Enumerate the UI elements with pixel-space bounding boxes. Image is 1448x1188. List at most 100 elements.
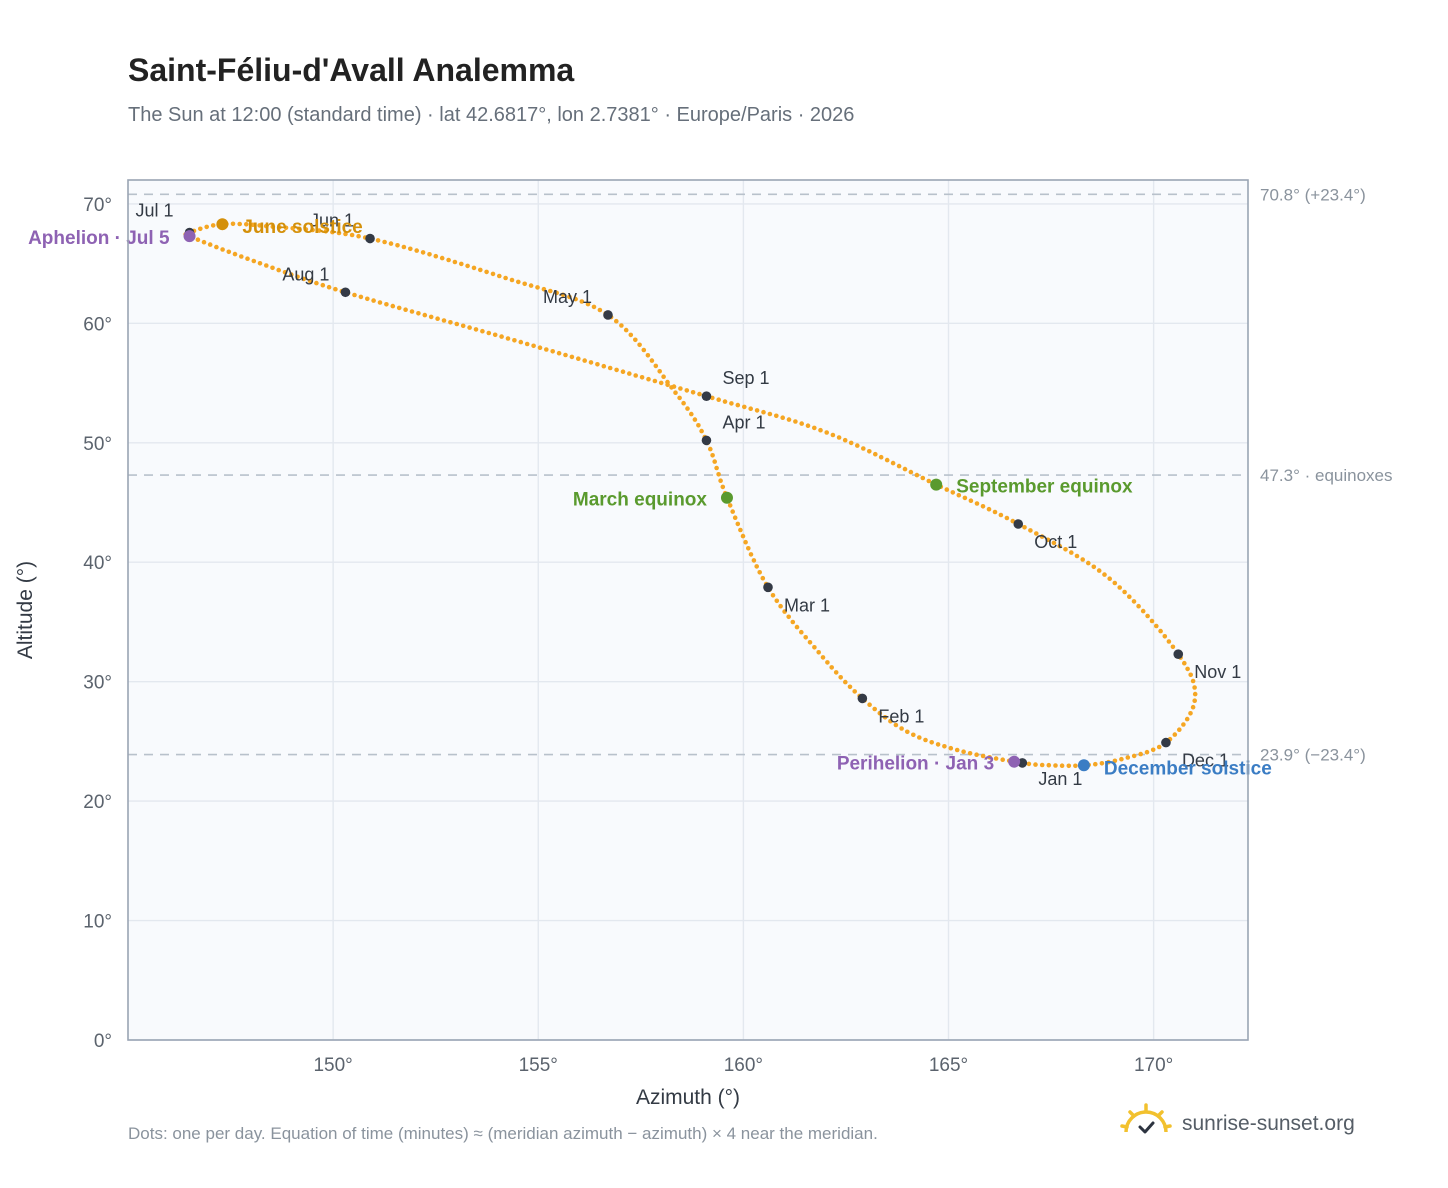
daily-sun-dot [1046, 762, 1052, 768]
daily-sun-dot [641, 347, 647, 353]
daily-sun-dot [1149, 618, 1155, 624]
daily-sun-dot [270, 224, 276, 229]
daily-sun-dot [877, 710, 883, 716]
daily-sun-dot [908, 469, 914, 475]
daily-sun-dot [818, 427, 823, 433]
footnote: Dots: one per day. Equation of time (min… [128, 1124, 878, 1143]
daily-sun-dot [1073, 763, 1078, 769]
daily-sun-dot [320, 282, 326, 288]
daily-sun-dot [314, 280, 319, 286]
daily-sun-dot [478, 267, 483, 273]
daily-sun-dot [767, 411, 773, 417]
daily-sun-dot [882, 715, 888, 720]
daily-sun-dot [277, 225, 282, 230]
daily-sun-dot [422, 312, 428, 318]
daily-sun-dot [829, 665, 834, 670]
daily-sun-dot [1069, 550, 1074, 555]
daily-sun-dot [579, 299, 585, 304]
daily-sun-dot [1190, 704, 1196, 710]
daily-sun-dot [1181, 722, 1186, 727]
daily-sun-dot [499, 334, 504, 339]
daily-sun-dot [1066, 763, 1072, 769]
daily-sun-dot [441, 318, 447, 323]
daily-sun-dot [1106, 759, 1111, 765]
daily-sun-dot [678, 386, 683, 391]
daily-sun-dot [435, 316, 440, 322]
daily-sun-dot [1125, 755, 1131, 760]
event-marker [183, 230, 196, 243]
daily-sun-dot [1033, 762, 1038, 767]
daily-sun-dot [349, 232, 355, 238]
daily-sun-dot [774, 413, 779, 419]
daily-sun-dot [1158, 628, 1163, 634]
daily-sun-dot [967, 751, 973, 756]
chart-subtitle: The Sun at 12:00 (standard time) · lat 4… [128, 104, 855, 126]
daily-sun-dot [820, 655, 826, 660]
daily-sun-dot [1150, 747, 1156, 753]
reference-lines: 70.8° (+23.4°) 47.3° · equinoxes 23.9° (−2… [128, 185, 1393, 765]
daily-sun-dot [899, 726, 904, 731]
daily-sun-dot [264, 263, 269, 268]
y-tick-label: 60° [83, 314, 112, 335]
daily-sun-dot [1004, 515, 1010, 521]
daily-sun-dot [1034, 531, 1039, 536]
daily-sun-dot [790, 619, 796, 625]
daily-sun-dot [782, 609, 787, 614]
daily-sun-dot [914, 472, 920, 478]
daily-sun-dot [718, 478, 723, 484]
event-label: Aphelion · Jul 5 [28, 228, 170, 249]
month-label: Sep 1 [722, 368, 769, 388]
daily-sun-dot [1140, 608, 1146, 614]
daily-sun-dot [1190, 678, 1196, 684]
daily-sun-dot [244, 222, 249, 227]
daily-sun-dot [283, 225, 289, 231]
event-label: March equinox [573, 490, 708, 511]
daily-sun-dot [627, 371, 632, 376]
daily-sun-dot [1059, 763, 1065, 768]
reference-line-label: 23.9° (−23.4°) [1260, 746, 1366, 765]
daily-sun-dot [535, 285, 540, 290]
daily-sun-dot [786, 417, 792, 422]
daily-sun-dot [1112, 580, 1118, 586]
daily-sun-dot [460, 323, 466, 329]
month-marker [857, 693, 868, 704]
daily-sun-dot [681, 400, 686, 406]
daily-sun-dot [786, 614, 791, 620]
daily-sun-dot [428, 314, 434, 320]
daily-sun-dot [1112, 758, 1118, 764]
daily-sun-dot [377, 300, 383, 305]
daily-sun-dot [1182, 660, 1187, 666]
daily-sun-dot [884, 457, 890, 463]
daily-sun-dot [531, 343, 536, 349]
daily-sun-dot [911, 732, 916, 738]
daily-sun-dot [201, 239, 207, 245]
daily-sun-dot [1192, 691, 1198, 697]
daily-sun-dot [780, 415, 785, 421]
daily-sun-dot [522, 281, 527, 287]
event-marker [930, 478, 943, 491]
daily-sun-dot [310, 227, 315, 233]
month-marker [701, 435, 712, 446]
daily-sun-dot [657, 369, 662, 374]
daily-sun-dot [720, 484, 726, 490]
daily-sun-dot [1192, 685, 1197, 690]
daily-sun-dot [735, 521, 741, 527]
daily-sun-dot [401, 244, 407, 250]
daily-sun-dot [214, 244, 219, 250]
daily-sun-dot [878, 454, 884, 460]
daily-sun-dot [195, 237, 201, 242]
daily-sun-dot [816, 650, 821, 655]
daily-sun-dot [375, 238, 381, 243]
x-tick-label: 150° [313, 1055, 352, 1076]
daily-sun-dot [414, 248, 420, 253]
daily-sun-dot [297, 226, 302, 232]
month-markers: Jan 1 Feb 1 Mar 1 Apr 1 May 1 Jun 1 Jul 1 Aug 1… [136, 201, 1242, 789]
daily-sun-dot [420, 250, 426, 255]
daily-sun-dot [757, 570, 762, 575]
daily-sun-dot [1172, 732, 1178, 737]
daily-sun-dot [352, 292, 357, 298]
brand-link[interactable]: sunrise-sunset.org [1120, 1102, 1355, 1146]
daily-sun-dot [237, 221, 242, 227]
daily-sun-dot [794, 624, 800, 630]
plot-area [128, 180, 1248, 1040]
